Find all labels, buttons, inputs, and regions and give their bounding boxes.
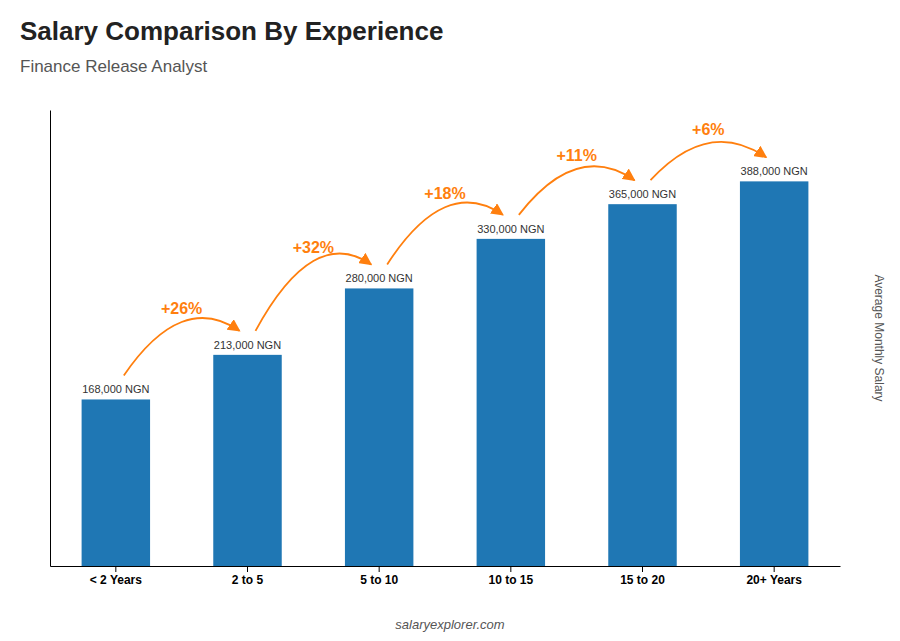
y-axis-title: Average Monthly Salary [872, 274, 886, 401]
x-tick-label: 5 to 10 [360, 573, 398, 587]
footer: salaryexplorer.com [395, 617, 505, 632]
change-label: +6% [692, 121, 724, 138]
data-label: 168,000 NGN [82, 383, 149, 395]
bar [477, 239, 545, 566]
data-label: 330,000 NGN [477, 223, 544, 235]
x-tick: 15 to 20 [620, 566, 665, 587]
data-labels: 168,000 NGN 213,000 NGN 280,000 NGN 330,000… [82, 165, 808, 395]
change-arrow [256, 254, 372, 331]
x-tick: < 2 Years [90, 566, 142, 587]
x-tick: 5 to 10 [360, 566, 398, 587]
bar [213, 355, 281, 566]
change-label: +18% [424, 185, 465, 202]
change-label: +11% [556, 147, 596, 164]
change-label: +32% [293, 239, 334, 256]
x-tick-mark [247, 566, 248, 572]
x-tick: 2 to 5 [232, 566, 264, 587]
bar [608, 204, 676, 566]
x-tick: 10 to 15 [488, 566, 533, 587]
y-axis-line [50, 111, 51, 567]
y-axis [50, 111, 51, 567]
change-arrow [387, 203, 503, 265]
x-tick-label: 2 to 5 [232, 573, 264, 587]
subtitle: Finance Release Analyst [20, 57, 207, 76]
data-label: 213,000 NGN [214, 339, 281, 351]
bar [82, 399, 150, 566]
chart: < 2 Years 2 to 5 5 to 10 10 to 15 15 to 20 20… [0, 0, 900, 641]
change-label: +26% [161, 300, 202, 317]
x-tick-label: 20+ Years [746, 573, 802, 587]
change-arrow [651, 142, 767, 180]
x-tick-mark [642, 566, 643, 572]
x-tick-mark [774, 566, 775, 572]
bars [82, 181, 809, 566]
x-tick-label: < 2 Years [90, 573, 142, 587]
change-arrow [519, 166, 635, 215]
data-label: 280,000 NGN [346, 272, 413, 284]
x-tick-label: 10 to 15 [488, 573, 533, 587]
x-axis-line [51, 566, 841, 567]
x-tick-mark [379, 566, 380, 572]
x-tick-mark [115, 566, 116, 572]
data-label: 388,000 NGN [741, 165, 808, 177]
data-label: 365,000 NGN [609, 188, 676, 200]
change-arrow [124, 318, 240, 375]
annotations: +26% +32% +18% +11% +6% salaryexplorer.com [124, 121, 766, 632]
bar [740, 181, 808, 566]
x-tick-label: 15 to 20 [620, 573, 665, 587]
title: Salary Comparison By Experience [20, 16, 443, 46]
x-tick-mark [510, 566, 511, 572]
x-axis: < 2 Years 2 to 5 5 to 10 10 to 15 15 to 20 20… [51, 566, 841, 587]
bar [345, 288, 413, 566]
x-tick: 20+ Years [746, 566, 802, 587]
